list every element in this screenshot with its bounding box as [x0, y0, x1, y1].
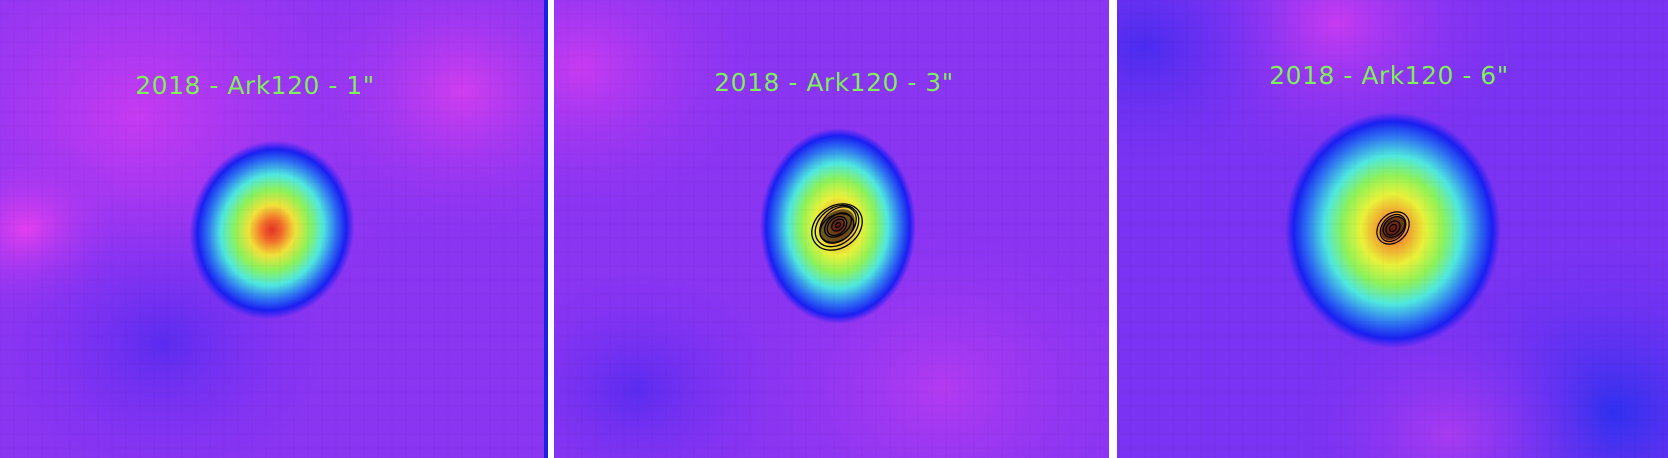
- image-panel-2: 2018 - Ark120 - 3": [554, 0, 1109, 458]
- panel-divider-1: [544, 0, 548, 458]
- panel-divider-2: [1109, 0, 1117, 458]
- caption-layer-3: 2018 - Ark120 - 6": [1269, 61, 1508, 90]
- image-panel-1: 2018 - Ark120 - 1": [0, 0, 544, 458]
- panel-label-2: 2018 - Ark120 - 3": [714, 68, 953, 97]
- image-panel-3: 2018 - Ark120 - 6": [1117, 0, 1668, 458]
- heatmap-2: [554, 0, 1109, 458]
- caption-layer-1: 2018 - Ark120 - 1": [135, 71, 374, 100]
- panel-label-1: 2018 - Ark120 - 1": [135, 71, 374, 100]
- heatmap-1: [0, 0, 544, 458]
- panel-label-3: 2018 - Ark120 - 6": [1269, 61, 1508, 90]
- panel-divider-1-gap: [548, 0, 554, 458]
- caption-layer-2: 2018 - Ark120 - 3": [714, 68, 953, 97]
- heatmap-3: [1117, 0, 1668, 458]
